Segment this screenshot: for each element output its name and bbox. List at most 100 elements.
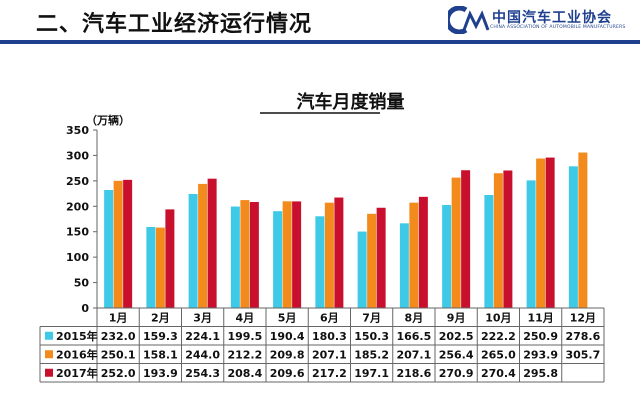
bar-2017年-1月 [123, 179, 133, 308]
y-tick-label: 50 [74, 277, 90, 290]
data-label-2015年-11月: 250.9 [523, 330, 558, 343]
data-label-2016年-8月: 207.1 [396, 349, 431, 362]
bar-2015年-11月 [526, 180, 536, 308]
caam-logo-icon [448, 6, 490, 34]
bar-2015年-1月 [104, 190, 114, 308]
data-label-2017年-9月: 270.9 [439, 367, 474, 380]
data-label-2017年-1月: 252.0 [101, 367, 136, 380]
bar-2017年-5月 [292, 201, 302, 308]
bar-2015年-4月 [230, 206, 240, 308]
bar-2016年-10月 [493, 173, 503, 308]
bar-2016年-3月 [198, 183, 208, 308]
data-label-2015年-5月: 190.4 [270, 330, 305, 343]
bar-2016年-5月 [282, 201, 292, 308]
category-label: 12月 [570, 312, 596, 325]
data-label-2015年-1月: 232.0 [101, 330, 136, 343]
chart-title: 汽车月度销量 [297, 91, 405, 113]
bar-2015年-6月 [315, 216, 325, 308]
bar-2017年-4月 [249, 202, 259, 308]
y-tick-label: 200 [66, 200, 89, 213]
caam-logo: 中国汽车工业协会 CHINA ASSOCIATION OF AUTOMOBILE… [448, 4, 634, 36]
legend-label-2016年: 2016年 [56, 348, 98, 362]
data-label-2016年-5月: 209.8 [270, 349, 305, 362]
data-label-2015年-6月: 180.3 [312, 330, 347, 343]
category-label: 11月 [527, 312, 553, 325]
category-label: 7月 [362, 312, 381, 325]
category-label: 4月 [236, 312, 255, 325]
data-label-2016年-3月: 244.0 [185, 349, 220, 362]
bar-2015年-9月 [442, 205, 452, 308]
bar-2016年-4月 [240, 200, 250, 308]
y-tick-label: 100 [66, 251, 89, 264]
data-label-2015年-12月: 278.6 [565, 330, 600, 343]
data-label-2015年-2月: 159.3 [143, 330, 178, 343]
data-label-2016年-12月: 305.7 [565, 349, 600, 362]
data-label-2017年-6月: 217.2 [312, 367, 347, 380]
legend-label-2017年: 2017年 [56, 366, 98, 380]
header: 二、汽车工业经济运行情况 中国汽车工业协会 CHINA ASSOCIATION … [0, 0, 640, 40]
bar-2016年-11月 [536, 158, 546, 308]
legend-swatch-2017年 [45, 368, 53, 377]
data-label-2015年-10月: 222.2 [481, 330, 516, 343]
bar-2015年-2月 [146, 226, 156, 308]
category-label: 5月 [278, 312, 297, 325]
bar-2015年-3月 [188, 194, 198, 308]
data-label-2016年-1月: 250.1 [101, 349, 136, 362]
y-tick-label: 0 [81, 302, 89, 315]
category-label: 2月 [151, 312, 170, 325]
bar-2015年-5月 [273, 211, 283, 308]
page-title: 二、汽车工业经济运行情况 [36, 12, 313, 37]
bar-2016年-1月 [113, 180, 123, 308]
bar-2016年-2月 [155, 227, 165, 308]
legend-swatch-2015年 [45, 331, 53, 340]
data-label-2017年-10月: 270.4 [481, 367, 516, 380]
bar-2015年-7月 [357, 231, 367, 308]
y-tick-label: 300 [66, 149, 89, 162]
category-label: 10月 [485, 312, 511, 325]
category-label: 3月 [193, 312, 212, 325]
data-label-2015年-3月: 224.1 [185, 330, 220, 343]
data-label-2017年-8月: 218.6 [396, 367, 431, 380]
bar-2017年-8月 [418, 196, 428, 308]
data-label-2016年-6月: 207.1 [312, 349, 347, 362]
data-label-2017年-2月: 193.9 [143, 367, 178, 380]
data-label-2017年-4月: 208.4 [227, 367, 262, 380]
data-label-2017年-7月: 197.1 [354, 367, 389, 380]
y-axis-unit-label: （万辆） [86, 113, 130, 127]
data-label-2016年-9月: 256.4 [439, 349, 474, 362]
data-label-2015年-4月: 199.5 [227, 330, 262, 343]
data-label-2016年-10月: 265.0 [481, 349, 516, 362]
bar-2017年-2月 [165, 209, 175, 308]
bar-2015年-8月 [399, 223, 409, 308]
logo-chinese-name: 中国汽车工业协会 [492, 10, 612, 26]
data-label-2016年-7月: 185.2 [354, 349, 389, 362]
bar-2016年-7月 [367, 213, 377, 308]
category-label: 6月 [320, 312, 339, 325]
data-label-2017年-11月: 295.8 [523, 367, 558, 380]
category-label: 1月 [109, 312, 128, 325]
header-divider [0, 40, 640, 44]
bar-2016年-12月 [578, 152, 588, 308]
legend-swatch-2016年 [45, 350, 53, 359]
data-label-2017年-3月: 254.3 [185, 367, 220, 380]
bar-2016年-6月 [324, 202, 334, 308]
monthly-sales-chart: 汽车月度销量 （万辆） 0 50 100 150 200 250 300 350 1月 2月 3月 4月 5… [39, 91, 605, 383]
logo-english-name: CHINA ASSOCIATION OF AUTOMOBILE MANUFACT… [490, 25, 626, 30]
bar-2017年-6月 [334, 197, 344, 308]
bar-2017年-9月 [461, 170, 471, 308]
data-label-2015年-7月: 150.3 [354, 330, 389, 343]
category-label: 9月 [447, 312, 466, 325]
bar-2017年-7月 [376, 207, 386, 308]
bar-2016年-9月 [451, 177, 461, 308]
data-label-2015年-9月: 202.5 [439, 330, 474, 343]
data-label-2016年-4月: 212.2 [227, 349, 262, 362]
bar-2017年-3月 [207, 178, 217, 308]
legend-label-2015年: 2015年 [56, 329, 98, 343]
bar-2015年-12月 [568, 166, 578, 308]
y-tick-label: 150 [66, 226, 89, 239]
bar-2016年-8月 [409, 202, 419, 308]
bar-2017年-11月 [545, 157, 555, 308]
data-label-2015年-8月: 166.5 [396, 330, 431, 343]
data-label-2016年-2月: 158.1 [143, 349, 178, 362]
bar-2015年-10月 [484, 194, 494, 308]
